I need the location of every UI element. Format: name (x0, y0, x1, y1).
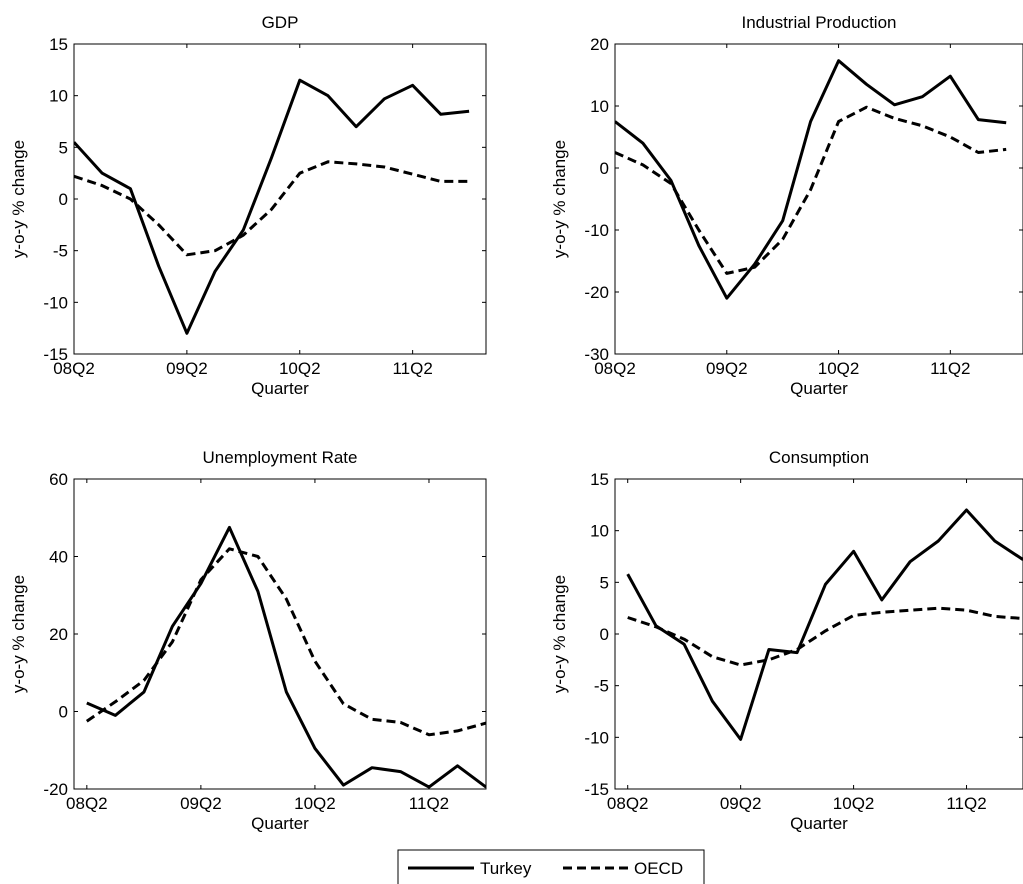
x-tick-label: 08Q2 (594, 359, 636, 378)
y-tick-label: 0 (59, 703, 68, 722)
y-tick-label: -10 (584, 728, 609, 747)
axes-frame (614, 478, 1023, 790)
x-tick-label: 11Q2 (409, 794, 449, 813)
y-tick-label: 15 (49, 35, 68, 54)
chart-unemployment-rate: -20 0 20 40 60 08Q2 09Q2 10Q2 11Q2 Unemployment R… (9, 448, 487, 833)
axes-frame (73, 478, 487, 790)
legend: Turkey OECD (397, 849, 705, 884)
y-tick-label: 5 (59, 138, 68, 157)
y-tick-label: -15 (584, 780, 609, 799)
y-tick-label: 60 (49, 470, 68, 489)
y-tick-label: 0 (600, 625, 609, 644)
y-tick-label: 10 (590, 97, 609, 116)
y-tick-label: -30 (584, 345, 609, 364)
chart-consumption: -15 -10 -5 0 5 10 15 08Q2 09Q2 10Q2 11Q2 Consumptio… (550, 448, 1023, 833)
chart-title: GDP (262, 13, 299, 32)
legend-label-turkey: Turkey (480, 859, 532, 878)
series-line-oecd (615, 105, 1007, 275)
series-line-turkey (86, 525, 486, 789)
chart-title: Industrial Production (742, 13, 897, 32)
x-axis-label: Quarter (790, 379, 848, 398)
x-tick-label: 08Q2 (53, 359, 95, 378)
x-tick-label: 10Q2 (294, 794, 336, 813)
y-tick-label: -15 (43, 345, 68, 364)
x-axis-label: Quarter (790, 814, 848, 833)
x-tick-label: 10Q2 (833, 794, 875, 813)
series-line-turkey (615, 59, 1007, 300)
y-tick-label: 40 (49, 548, 68, 567)
y-tick-label: -20 (584, 283, 609, 302)
x-tick-label: 09Q2 (166, 359, 208, 378)
y-tick-label: 5 (600, 573, 609, 592)
series-line-turkey (626, 508, 1023, 741)
chart-gdp: -15 -10 -5 0 5 10 15 08Q2 09Q2 10Q2 11Q2 GDP Quarter… (9, 13, 487, 398)
series-line-oecd (627, 606, 1023, 667)
y-tick-label: 0 (59, 190, 68, 209)
chart-title: Unemployment Rate (203, 448, 358, 467)
series-line-oecd (85, 547, 486, 737)
y-tick-label: 15 (590, 470, 609, 489)
x-tick-label: 11Q2 (392, 359, 432, 378)
y-tick-label: 20 (49, 625, 68, 644)
x-tick-label: 10Q2 (818, 359, 860, 378)
x-axis-label: Quarter (251, 379, 309, 398)
x-tick-label: 09Q2 (720, 794, 762, 813)
chart-title: Consumption (769, 448, 869, 467)
y-tick-label: -10 (584, 221, 609, 240)
x-tick-label: 09Q2 (180, 794, 222, 813)
axes-frame (614, 43, 1023, 355)
series-line-turkey (74, 78, 470, 335)
x-tick-label: 11Q2 (930, 359, 970, 378)
legend-label-oecd: OECD (634, 859, 683, 878)
y-tick-label: 10 (590, 522, 609, 541)
y-tick-label: -20 (43, 780, 68, 799)
y-axis-label: y-o-y % change (9, 575, 28, 693)
x-axis-label: Quarter (251, 814, 309, 833)
y-tick-label: 20 (590, 35, 609, 54)
x-tick-label: 08Q2 (66, 794, 108, 813)
y-tick-label: -5 (53, 242, 68, 261)
series-line-oecd (74, 160, 470, 257)
x-tick-label: 09Q2 (706, 359, 748, 378)
chart-industrial-production: -30 -20 -10 0 10 20 08Q2 09Q2 10Q2 11Q2 Industrial… (550, 13, 1023, 398)
y-tick-label: 10 (49, 87, 68, 106)
x-tick-label: 10Q2 (279, 359, 321, 378)
x-tick-label: 08Q2 (607, 794, 649, 813)
y-axis-label: y-o-y % change (9, 140, 28, 258)
y-tick-label: 0 (600, 159, 609, 178)
x-tick-label: 11Q2 (946, 794, 986, 813)
y-axis-label: y-o-y % change (550, 575, 569, 693)
y-axis-label: y-o-y % change (550, 140, 569, 258)
y-tick-label: -5 (594, 677, 609, 696)
y-tick-label: -10 (43, 293, 68, 312)
